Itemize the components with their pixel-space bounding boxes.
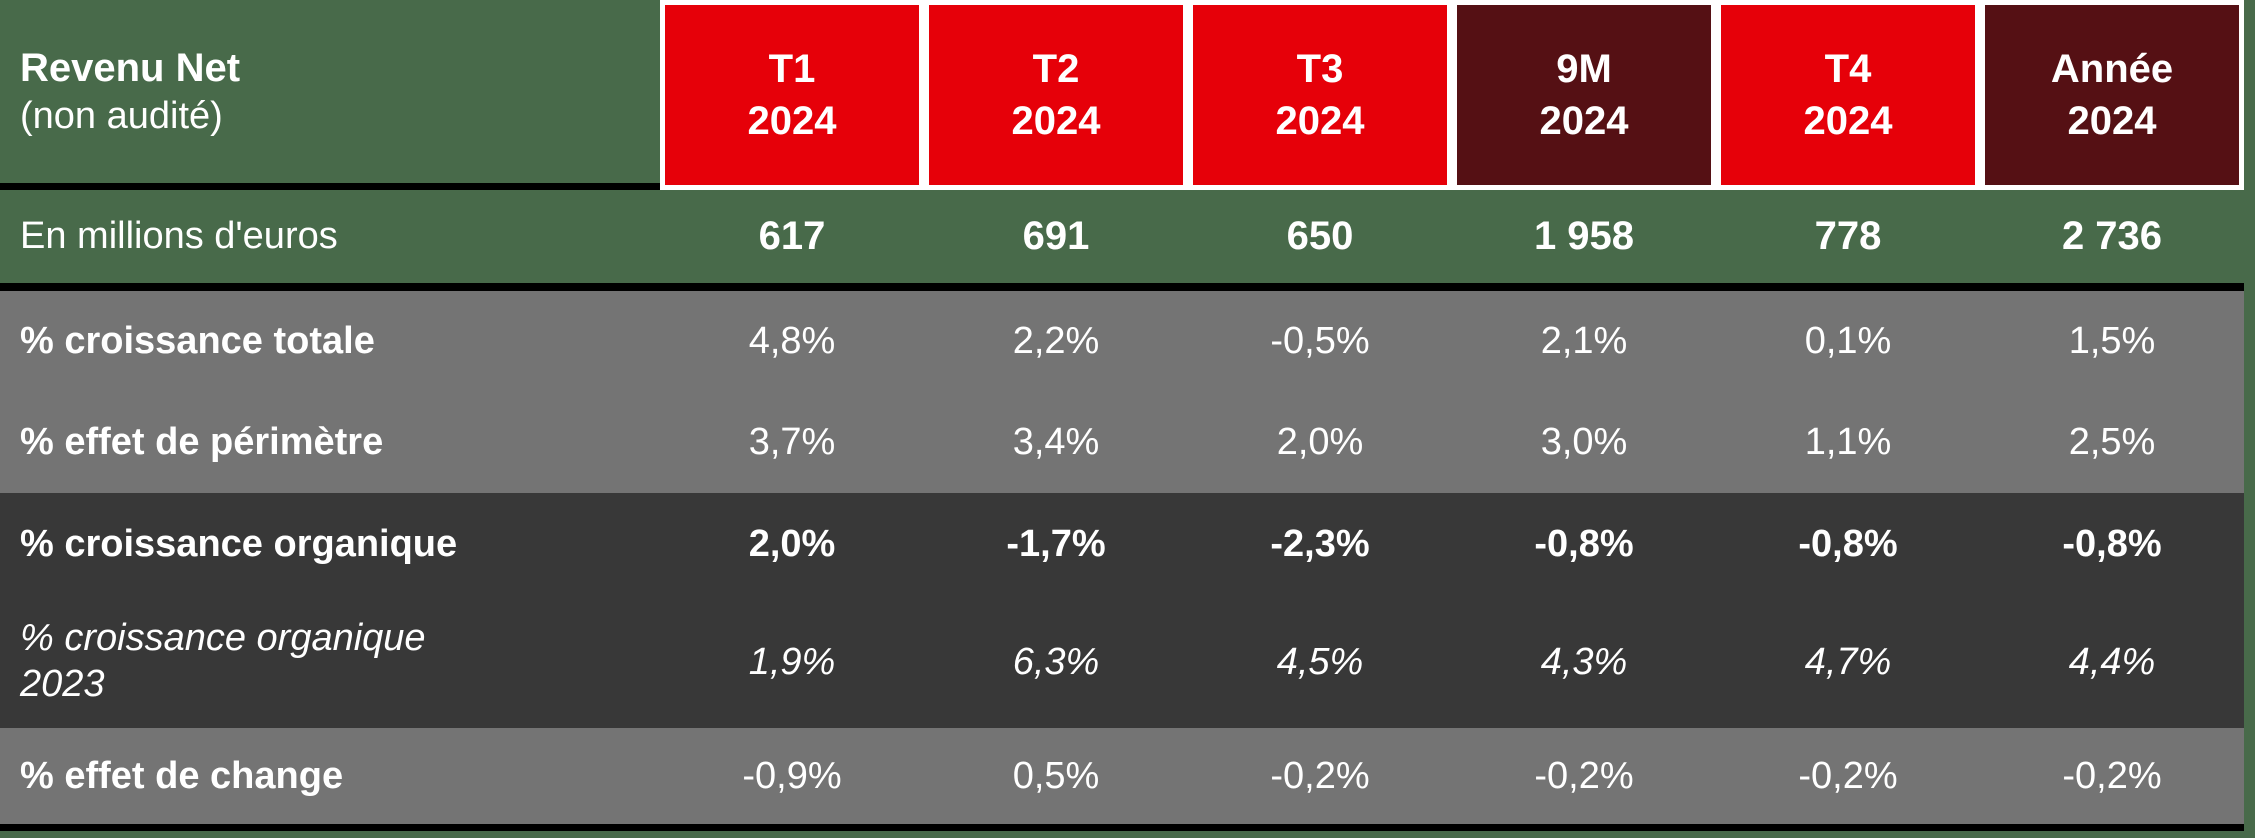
cell: -0,8% [1798,523,1898,565]
cell: -0,2% [1270,754,1370,797]
table-header-row: Revenu Net (non audité) T1 2024 T2 2024 … [0,0,2244,190]
cell: 2,2% [1012,320,1100,362]
cell: 1,5% [2068,320,2156,362]
table-title: Revenu Net [20,45,241,90]
separator-line [0,283,2244,291]
cell: -0,9% [742,754,842,797]
column-header-9m-2024: 9M 2024 [1452,0,1716,190]
cell: 2,0% [1276,421,1364,463]
cell: -0,2% [2062,754,2162,797]
table-row-effet-perimetre: % effet de périmètre 3,7% 3,4% 2,0% 3,0%… [0,392,2244,493]
row-label: % croissance organique [20,523,458,565]
cell: 778 [1814,214,1882,258]
cell: 1,9% [748,640,836,683]
row-label: % effet de périmètre [20,421,384,463]
column-header-line2: 2024 [1539,99,1629,143]
cell: 6,3% [1012,640,1100,683]
column-header-line1: T4 [1824,47,1872,91]
table-subtitle: (non audité) [20,94,223,137]
cell: 2,1% [1540,320,1628,362]
cell: 617 [758,214,826,258]
cell: -0,8% [2062,523,2162,565]
cell: -0,2% [1534,754,1634,797]
cell: 691 [1022,214,1090,258]
cell: 650 [1286,214,1354,258]
cell: 4,5% [1276,640,1364,683]
column-header-line1: T2 [1032,47,1080,91]
table-row-croissance-organique: % croissance organique 2,0% -1,7% -2,3% … [0,493,2244,596]
column-header-line2: 2024 [1803,99,1893,143]
column-header-line2: 2024 [747,99,837,143]
cell: -0,8% [1534,523,1634,565]
table-row-croissance-organique-2023: % croissance organique 2023 1,9% 6,3% 4,… [0,596,2244,728]
cell: -0,5% [1270,320,1370,362]
column-header-line1: Année [2050,47,2174,91]
row-label: % croissance totale [20,320,375,362]
cell: 4,4% [2068,640,2156,683]
cell: 2,0% [748,523,836,565]
cell: 1,1% [1804,421,1892,463]
table-title-cell: Revenu Net (non audité) [0,0,660,190]
cell: 4,7% [1804,640,1892,683]
cell: -1,7% [1006,523,1106,565]
cell: 2,5% [2068,421,2156,463]
row-label: % effet de change [20,754,344,797]
cell: 0,1% [1804,320,1892,362]
cell: 4,3% [1540,640,1628,683]
table-row-revenue-millions: En millions d'euros 617 691 650 1 958 77… [0,190,2244,283]
column-header-annee-2024: Année 2024 [1980,0,2244,190]
table-row-croissance-totale: % croissance totale 4,8% 2,2% -0,5% 2,1%… [0,291,2244,392]
cell: -2,3% [1270,523,1370,565]
cell: 4,8% [748,320,836,362]
separator-line [0,824,2244,831]
cell: 3,7% [748,421,836,463]
cell: -0,2% [1798,754,1898,797]
column-header-line1: T3 [1296,47,1344,91]
cell: 2 736 [2061,214,2163,258]
column-header-t1-2024: T1 2024 [660,0,924,190]
cell: 0,5% [1012,754,1100,797]
cell: 3,0% [1540,421,1628,463]
row-label: % croissance organique 2023 [20,617,426,705]
column-header-line2: 2024 [2067,99,2157,143]
column-header-t3-2024: T3 2024 [1188,0,1452,190]
cell: 3,4% [1012,421,1100,463]
row-label: En millions d'euros [20,215,338,257]
table-row-effet-change: % effet de change -0,9% 0,5% -0,2% -0,2%… [0,728,2244,824]
column-header-t4-2024: T4 2024 [1716,0,1980,190]
column-header-line2: 2024 [1275,99,1365,143]
column-header-t2-2024: T2 2024 [924,0,1188,190]
cell: 1 958 [1533,214,1635,258]
column-header-line2: 2024 [1011,99,1101,143]
column-header-line1: 9M [1556,47,1612,91]
column-header-line1: T1 [768,47,816,91]
